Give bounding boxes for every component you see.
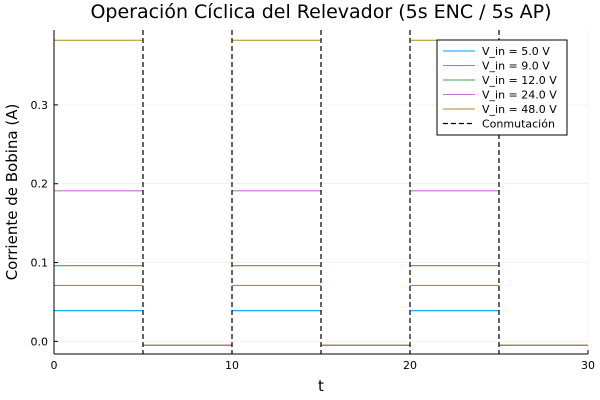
tick-labels: 0 10 20 30 0.0 0.1 0.2 0.3 — [31, 99, 596, 372]
y-tick-label-3: 0.3 — [31, 99, 49, 112]
legend-label-0: V_in = 5.0 V — [482, 45, 550, 58]
legend-label-1: V_in = 9.0 V — [482, 60, 550, 73]
y-axis-label: Corriente de Bobina (A) — [3, 104, 21, 281]
y-tick-label-1: 0.1 — [31, 257, 49, 270]
x-tick-label-2: 20 — [403, 359, 417, 372]
legend-label-4: V_in = 48.0 V — [482, 103, 557, 116]
chart-title: Operación Cíclica del Relevador (5s ENC … — [90, 1, 551, 23]
legend-box — [436, 39, 568, 136]
x-tick-label-3: 30 — [581, 359, 595, 372]
legend-label-5: Conmutación — [482, 118, 555, 131]
y-tick-label-2: 0.2 — [31, 178, 49, 191]
axes — [53, 30, 589, 355]
x-tick-label-1: 10 — [225, 359, 239, 372]
legend-label-3: V_in = 24.0 V — [482, 89, 557, 102]
y-tick-label-0: 0.0 — [31, 335, 49, 348]
legend-label-2: V_in = 12.0 V — [482, 74, 557, 87]
plot-lines — [54, 30, 588, 354]
x-axis-label: t — [318, 377, 324, 395]
legend: V_in = 5.0 V V_in = 9.0 VV_in = 12.0 V V_i… — [436, 39, 568, 136]
x-tick-label-0: 0 — [51, 359, 58, 372]
